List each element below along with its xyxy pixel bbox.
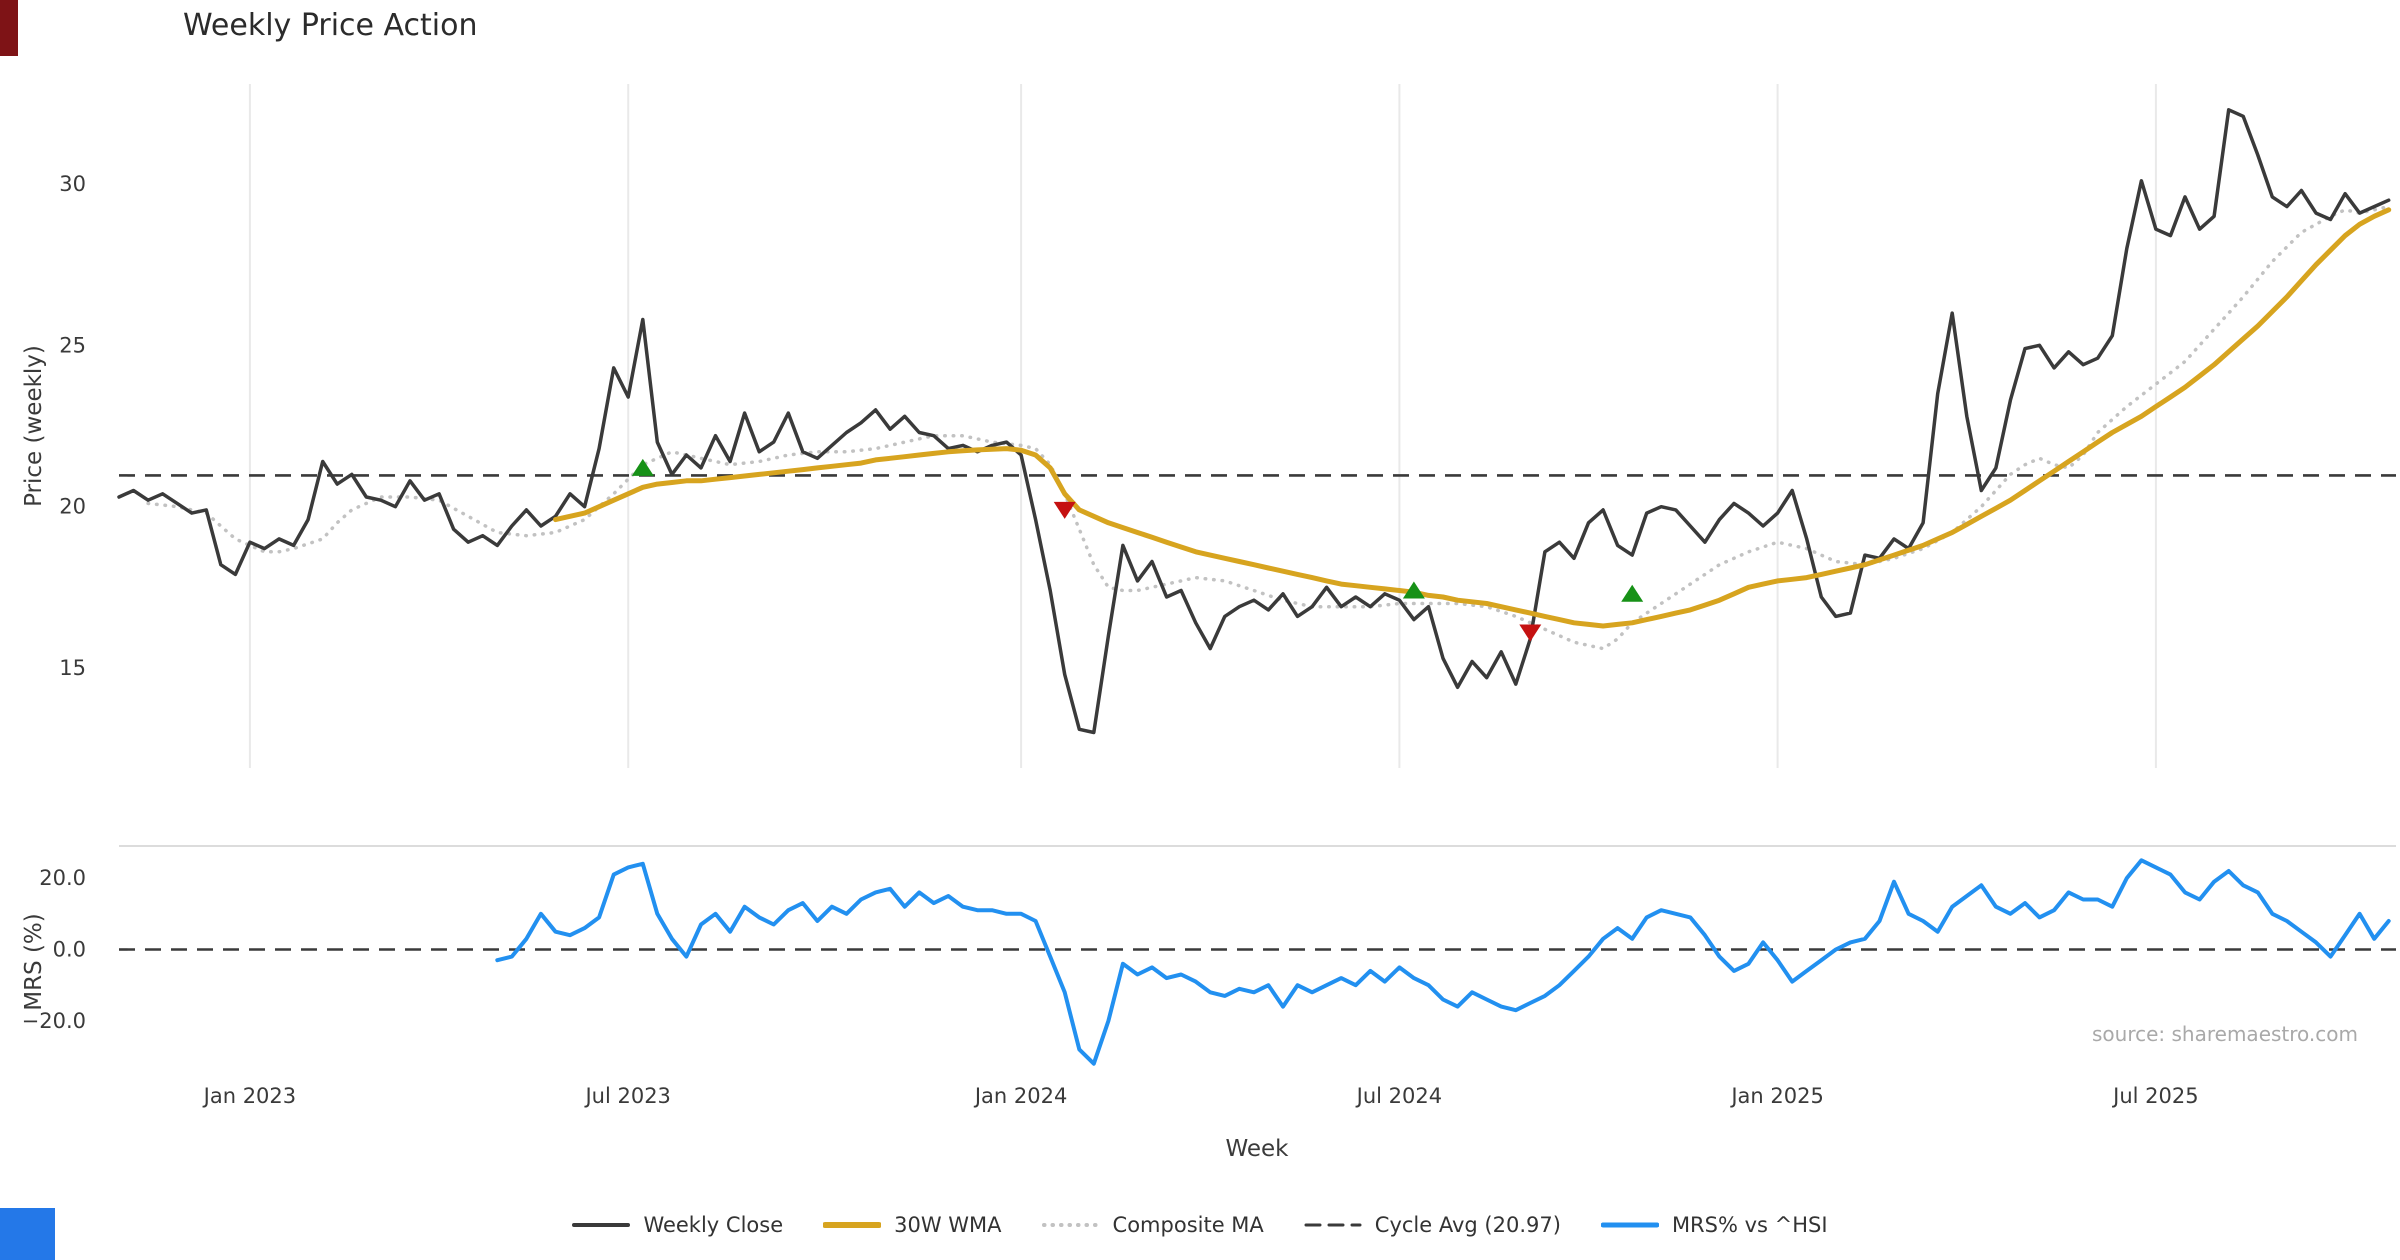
legend-swatch [1304, 1223, 1362, 1227]
composite-ma-line [146, 204, 2391, 651]
price-axis-label: Price (weekly) [21, 345, 47, 507]
sell-signal-marker [1053, 501, 1076, 519]
price-tick-label: 25 [59, 333, 86, 357]
legend-label: 30W WMA [894, 1213, 1002, 1237]
price-tick-label: 30 [59, 172, 86, 196]
legend-swatch [572, 1223, 631, 1227]
chart-title: Weekly Price Action [183, 8, 478, 43]
legend-label: Composite MA [1112, 1213, 1264, 1237]
legend-swatch [1041, 1223, 1100, 1227]
legend-item-30w-wma: 30W WMA [823, 1213, 1002, 1237]
sell-signal-marker [1519, 624, 1542, 642]
legend-item-weekly-close: Weekly Close [572, 1213, 783, 1237]
buy-signal-marker [1402, 581, 1425, 599]
price-tick-label: 15 [59, 656, 86, 680]
legend-item-composite-ma: Composite MA [1041, 1213, 1264, 1237]
legend-label: Cycle Avg (20.97) [1374, 1213, 1561, 1237]
legend-item-mrs-vs-hsi: MRS% vs ^HSI [1600, 1213, 1828, 1237]
x-tick-label: Jul 2024 [1355, 1084, 1442, 1108]
legend-swatch [1600, 1222, 1659, 1228]
corner-accent-top-left [0, 0, 18, 56]
buy-signal-marker [631, 458, 654, 476]
buy-signal-marker [1621, 584, 1644, 602]
x-tick-label: Jan 2023 [202, 1084, 297, 1108]
mrs-tick-label: −20.0 [22, 1009, 86, 1033]
wma-line [553, 207, 2392, 629]
x-tick-label: Jan 2025 [1729, 1084, 1824, 1108]
x-tick-label: Jul 2023 [583, 1084, 670, 1108]
chart-legend: Weekly Close 30W WMA Composite MA Cycle Avg… [0, 1213, 2400, 1237]
legend-label: Weekly Close [643, 1213, 784, 1237]
mrs-line [495, 858, 2391, 1066]
legend-label: MRS% vs ^HSI [1671, 1213, 1828, 1237]
weekly-close-line [117, 108, 2391, 735]
x-tick-label: Jan 2024 [973, 1084, 1068, 1108]
mrs-tick-label: 20.0 [39, 866, 86, 890]
source-credit: source: sharemaestro.com [2092, 1022, 2358, 1046]
price-tick-label: 20 [59, 495, 86, 519]
mrs-axis-label: MRS (%) [21, 913, 47, 1011]
x-tick-label: Jul 2025 [2111, 1084, 2198, 1108]
mrs-tick-label: 0.0 [53, 938, 86, 962]
corner-accent-bottom-left [0, 1208, 55, 1260]
week-axis-label: Week [1225, 1136, 1289, 1162]
legend-item-cycle-avg-20-97: Cycle Avg (20.97) [1304, 1213, 1561, 1237]
legend-swatch [823, 1222, 882, 1228]
